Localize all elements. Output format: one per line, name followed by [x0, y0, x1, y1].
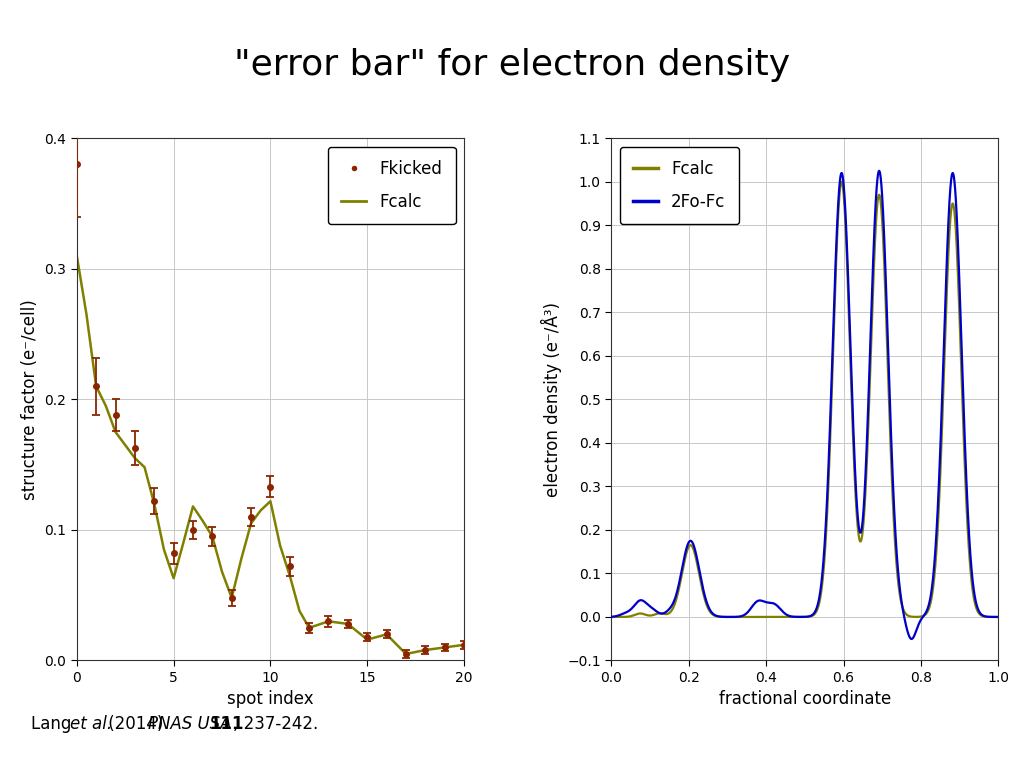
- Y-axis label: electron density (e⁻/Å³): electron density (e⁻/Å³): [541, 302, 561, 497]
- Text: Lang: Lang: [31, 716, 77, 733]
- Text: et al.: et al.: [70, 716, 112, 733]
- Text: PNAS USA: PNAS USA: [148, 716, 232, 733]
- Text: "error bar" for electron density: "error bar" for electron density: [233, 48, 791, 82]
- Legend: Fkicked, Fcalc: Fkicked, Fcalc: [328, 147, 456, 224]
- Legend: Fcalc, 2Fo-Fc: Fcalc, 2Fo-Fc: [620, 147, 739, 224]
- Text: (2014): (2014): [103, 716, 169, 733]
- Text: 111: 111: [209, 716, 244, 733]
- X-axis label: fractional coordinate: fractional coordinate: [719, 690, 891, 708]
- Text: , 237-242.: , 237-242.: [233, 716, 318, 733]
- Y-axis label: structure factor (e⁻/cell): structure factor (e⁻/cell): [20, 299, 39, 500]
- X-axis label: spot index: spot index: [227, 690, 313, 708]
